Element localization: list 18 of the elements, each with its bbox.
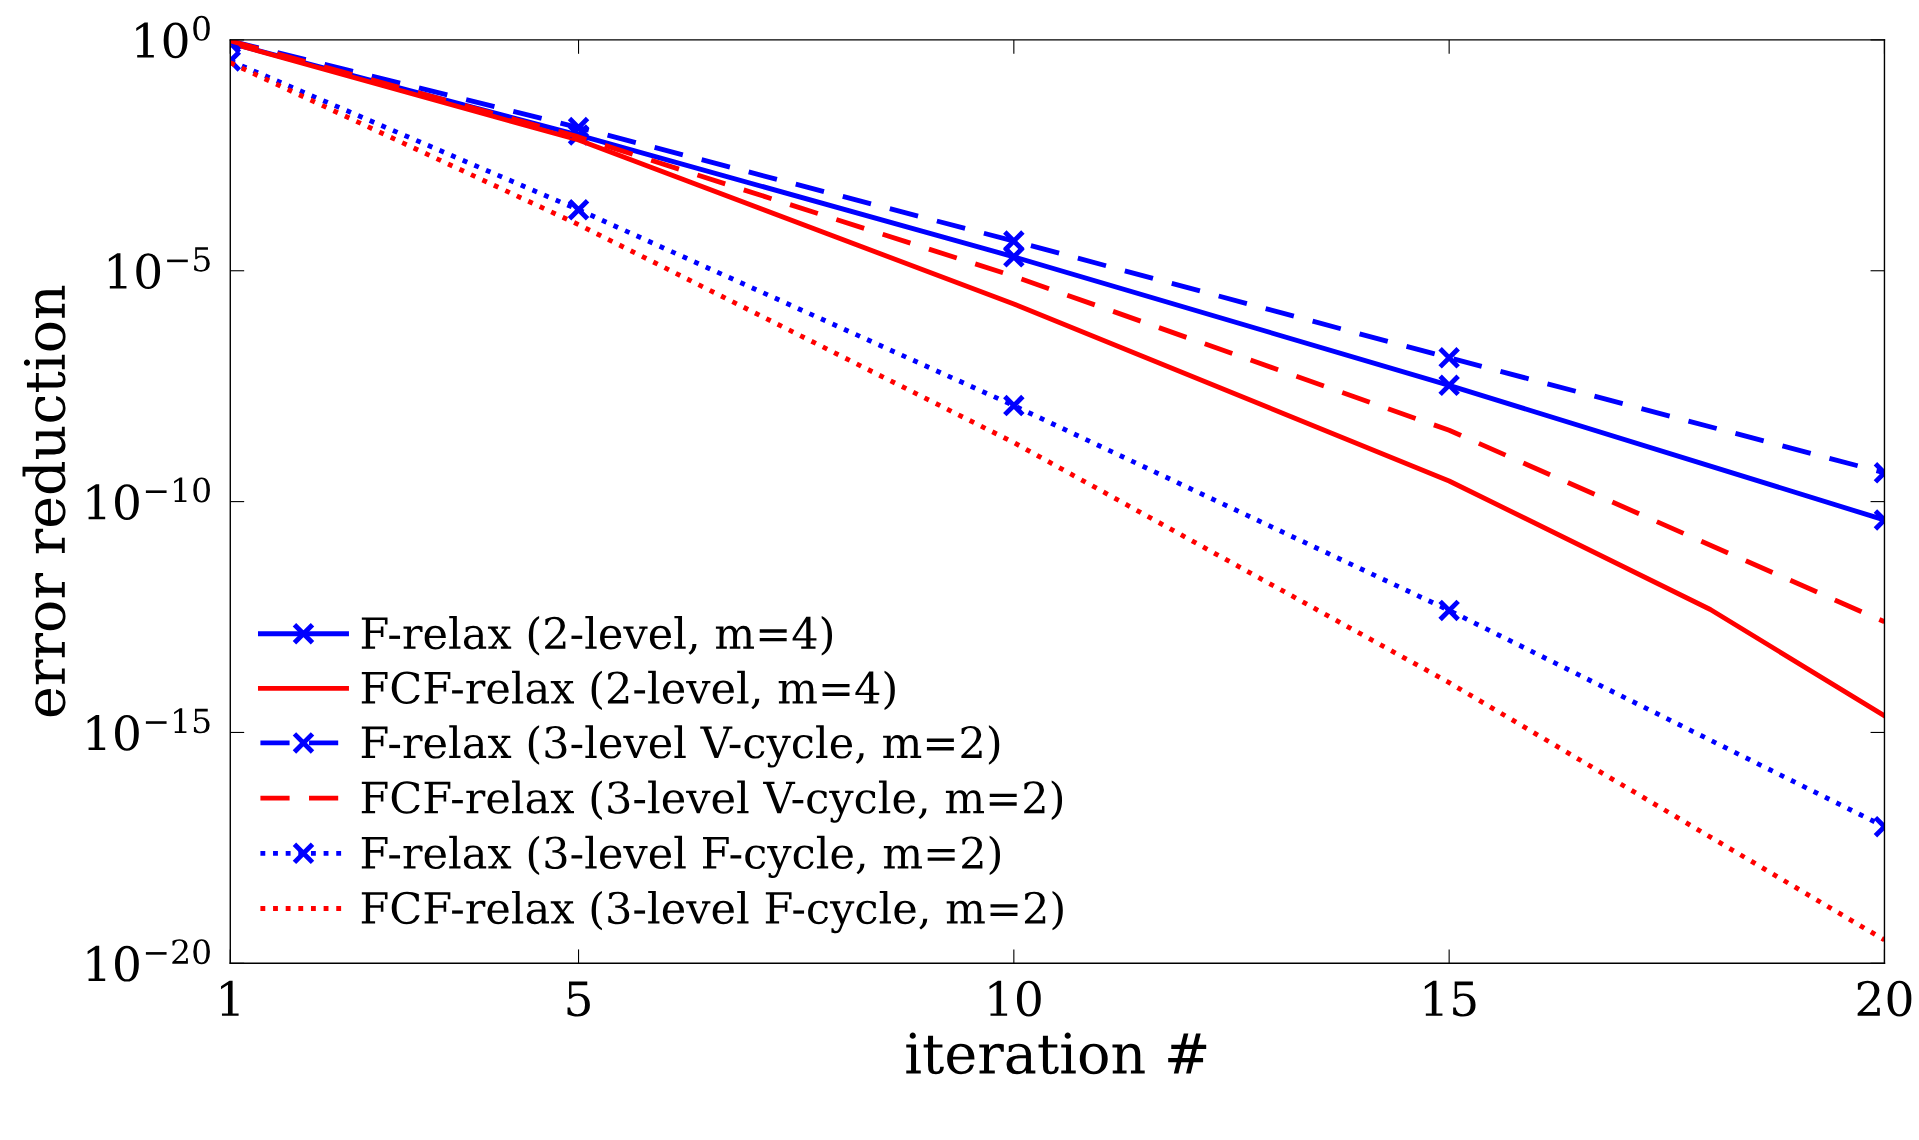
x-tick-label: 15	[1424, 980, 1476, 1017]
legend-label: FCF-relax (3-level V-cycle, m=2)	[361, 780, 1063, 823]
y-tick-label: 10$^{−5}$	[108, 247, 210, 290]
x-tick-label: 10	[989, 980, 1041, 1017]
y-axis-title: error reduction	[22, 285, 66, 717]
y-tick-label: 10$^{−15}$	[87, 708, 210, 751]
x-tick-label: 5	[567, 981, 590, 1017]
x-axis-title: iteration #	[906, 1032, 1207, 1075]
legend-label: FCF-relax (2-level, m=4)	[361, 670, 895, 711]
legend-label: F-relax (3-level V-cycle, m=2)	[361, 725, 1000, 768]
y-tick-label: 10$^{−20}$	[87, 939, 210, 982]
x-tick-label: 1	[221, 980, 239, 1016]
y-tick-label: 10$^{0}$	[136, 15, 210, 59]
y-tick-label: 10$^{−10}$	[87, 477, 210, 520]
legend-label: F-relax (3-level F-cycle, m=2)	[361, 835, 1000, 878]
x-tick-label: 20	[1857, 980, 1912, 1017]
legend-label: F-relax (2-level, m=4)	[361, 616, 833, 656]
legend-label: FCF-relax (3-level F-cycle, m=2)	[361, 890, 1063, 934]
